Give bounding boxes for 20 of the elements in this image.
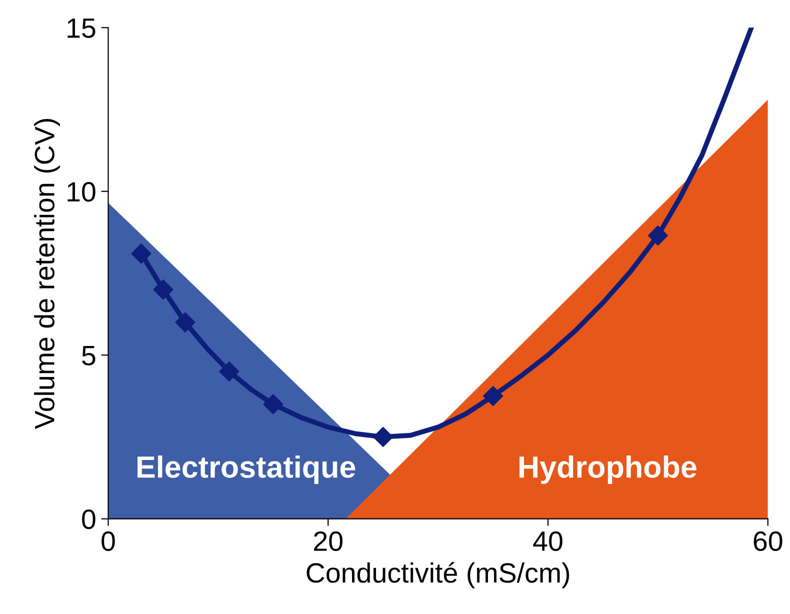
point [263,394,284,414]
y-tick-label: 10 [68,182,96,202]
point [373,426,394,447]
x-tick-label: 40 [533,531,562,552]
point [175,312,196,332]
point [219,361,240,382]
x-tick-label: 20 [314,531,342,552]
point [131,244,152,264]
series-label: Hydrophobe [520,455,696,484]
y-tick-label: 5 [82,346,96,366]
x-axis-title: Conductivité (mS/cm) [306,562,570,588]
y-tick-label: 15 [68,18,96,38]
y-axis-title: Volume de retention (CV) [34,118,60,430]
point [648,226,668,246]
x-tick-label: 60 [754,531,782,552]
x-tick-label: 0 [102,531,115,552]
y-tick-label: 0 [82,510,96,530]
point [483,386,504,406]
point [153,280,174,300]
series-label: Electrostatique [138,455,356,484]
